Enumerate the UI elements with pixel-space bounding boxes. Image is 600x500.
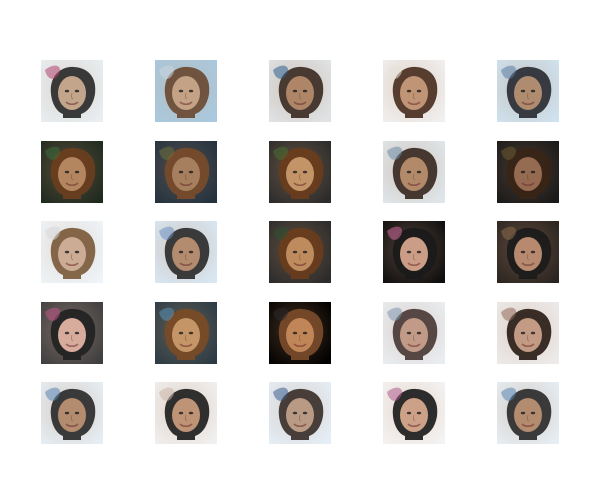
face-thumbnail xyxy=(269,60,331,122)
face-thumbnail xyxy=(383,382,445,444)
face-thumbnail-image xyxy=(269,302,331,364)
face-thumbnail-image xyxy=(383,60,445,122)
face-thumbnail xyxy=(497,141,559,203)
face-thumbnail xyxy=(497,221,559,283)
face-thumbnail-image xyxy=(269,141,331,203)
face-thumbnail-image xyxy=(497,382,559,444)
face-thumbnail-image xyxy=(155,60,217,122)
face-thumbnail-image xyxy=(41,382,103,444)
face-thumbnail-image xyxy=(383,382,445,444)
face-thumbnail xyxy=(155,221,217,283)
face-thumbnail xyxy=(41,141,103,203)
face-thumbnail xyxy=(41,60,103,122)
face-thumbnail xyxy=(41,302,103,364)
face-thumbnail-image xyxy=(155,221,217,283)
face-thumbnail xyxy=(269,221,331,283)
face-thumbnail-image xyxy=(383,221,445,283)
face-thumbnail xyxy=(155,382,217,444)
face-thumbnail-image xyxy=(155,141,217,203)
face-thumbnail xyxy=(155,302,217,364)
face-thumbnail xyxy=(155,60,217,122)
face-thumbnail-image xyxy=(41,302,103,364)
face-thumbnail-image xyxy=(383,141,445,203)
face-thumbnail xyxy=(383,221,445,283)
face-thumbnail xyxy=(269,141,331,203)
face-thumbnail-image xyxy=(41,141,103,203)
face-thumbnail xyxy=(497,302,559,364)
face-thumbnail-image xyxy=(269,221,331,283)
face-thumbnail xyxy=(383,60,445,122)
face-thumbnail xyxy=(269,382,331,444)
face-thumbnail-image xyxy=(41,221,103,283)
face-thumbnail-image xyxy=(497,302,559,364)
face-thumbnail-image xyxy=(155,302,217,364)
face-thumbnail xyxy=(155,141,217,203)
face-thumbnail-image xyxy=(497,221,559,283)
face-thumbnail xyxy=(497,60,559,122)
face-thumbnail xyxy=(41,221,103,283)
face-thumbnail xyxy=(41,382,103,444)
face-thumbnail-image xyxy=(497,141,559,203)
face-thumbnail-image xyxy=(41,60,103,122)
face-thumbnail-image xyxy=(155,382,217,444)
face-thumbnail xyxy=(269,302,331,364)
face-thumbnail xyxy=(497,382,559,444)
face-thumbnail xyxy=(383,141,445,203)
face-thumbnail-image xyxy=(383,302,445,364)
face-thumbnail-image xyxy=(497,60,559,122)
face-thumbnail-image xyxy=(269,60,331,122)
face-thumbnail-image xyxy=(269,382,331,444)
face-thumbnail xyxy=(383,302,445,364)
